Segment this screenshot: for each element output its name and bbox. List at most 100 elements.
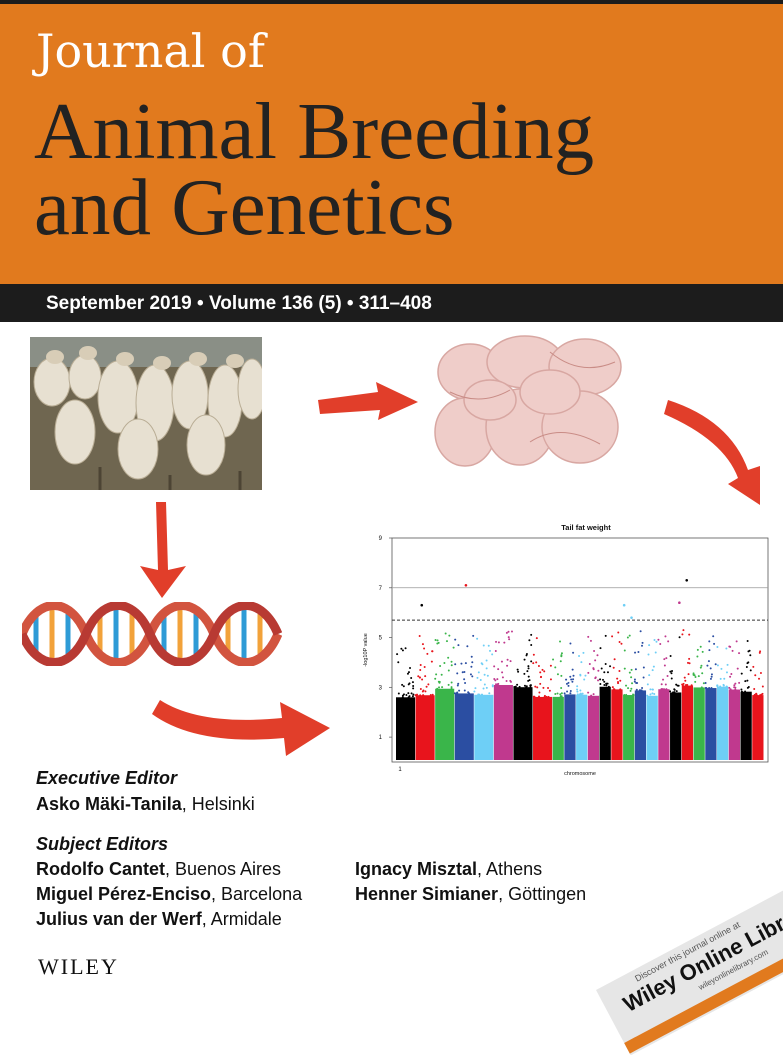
snp-point (716, 645, 719, 648)
snp-point (407, 692, 410, 695)
snp-point (626, 636, 629, 639)
snp-point (616, 677, 619, 680)
snp-point (635, 688, 638, 691)
wiley-online-library-banner[interactable]: Discover this journal online at Wiley On… (596, 858, 783, 1055)
chromosome-band (752, 695, 764, 760)
snp-point (696, 655, 699, 658)
snp-point (460, 662, 463, 665)
snp-point (527, 667, 530, 670)
snp-point (709, 677, 712, 680)
y-axis-ticks: 1 3 5 7 9 (379, 536, 392, 741)
snp-point (611, 686, 614, 689)
snp-point (646, 694, 649, 697)
executive-editor: Asko Mäki-Tanila, Helsinki (36, 794, 255, 815)
snp-point (471, 661, 474, 664)
snp-point (536, 686, 539, 689)
snp-point (530, 633, 533, 636)
snp-point (523, 658, 526, 661)
snp-point (572, 651, 575, 654)
snp-point (450, 686, 453, 689)
y-tick-label: 5 (379, 636, 383, 642)
snp-point (599, 678, 602, 681)
snp-point (488, 649, 491, 652)
snp-point (529, 685, 532, 688)
snp-point (749, 669, 752, 672)
arrow-curve-right-icon (152, 700, 330, 756)
snp-point (641, 641, 644, 644)
snp-point (461, 671, 464, 674)
snp-point (736, 667, 739, 670)
snp-point (683, 676, 686, 679)
snp-point (526, 670, 529, 673)
snp-point (496, 678, 499, 681)
snp-point (723, 677, 726, 680)
snp-point (569, 690, 572, 693)
snp-point (579, 674, 582, 677)
editor-name: Julius van der Werf (36, 909, 202, 929)
snp-point (576, 693, 579, 696)
snp-point (447, 683, 450, 686)
snp-point (592, 667, 595, 670)
snp-point (720, 667, 723, 670)
snp-point (653, 692, 656, 695)
chromosome-band (599, 686, 611, 760)
snp-point (419, 669, 422, 672)
snp-point (539, 676, 542, 679)
snp-point (583, 678, 586, 681)
snp-point (633, 680, 636, 683)
snp-point (623, 667, 626, 670)
snp-peak-point (678, 601, 681, 605)
snp-point (450, 660, 453, 663)
snp-point (590, 694, 593, 697)
editor-name: Asko Mäki-Tanila (36, 794, 182, 814)
snp-point (578, 655, 581, 658)
snp-point (409, 666, 412, 669)
snp-point (714, 663, 717, 666)
snp-point (474, 687, 477, 690)
snp-point (580, 661, 583, 664)
snp-point (423, 665, 426, 668)
snp-point (623, 694, 626, 697)
snp-point (507, 636, 510, 639)
snp-point (493, 678, 496, 681)
snp-point (587, 671, 590, 674)
snp-point (673, 688, 676, 691)
snp-point (507, 630, 510, 633)
snp-point (510, 630, 513, 633)
top-rule (0, 0, 783, 4)
snp-point (730, 673, 733, 676)
snp-point (456, 672, 459, 675)
snp-points (396, 579, 764, 760)
snp-point (639, 630, 642, 633)
issue-info: September 2019 • Volume 136 (5) • 311–40… (46, 293, 432, 314)
snp-point (681, 633, 684, 636)
snp-point (599, 647, 602, 650)
snp-point (401, 696, 404, 699)
snp-point (437, 641, 440, 644)
snp-point (600, 667, 603, 670)
y-tick-label: 3 (379, 685, 383, 691)
snp-point (560, 686, 563, 689)
snp-point (704, 687, 707, 690)
snp-point (464, 662, 467, 665)
snp-point (423, 647, 426, 650)
snp-point (588, 663, 591, 666)
snp-point (654, 651, 657, 654)
snp-point (572, 678, 575, 681)
snp-point (733, 686, 736, 689)
snp-point (582, 651, 585, 654)
snp-point (628, 671, 631, 674)
snp-point (681, 683, 684, 686)
snp-point (587, 691, 590, 694)
editor-place: , Armidale (201, 909, 282, 929)
y-tick-label: 1 (379, 735, 383, 741)
snp-point (687, 661, 690, 664)
snp-point (456, 684, 459, 687)
snp-point (642, 666, 645, 669)
snp-point (612, 688, 615, 691)
snp-point (450, 687, 453, 690)
snp-point (417, 675, 420, 678)
snp-point (593, 650, 596, 653)
snp-point (410, 677, 413, 680)
snp-peak-point (685, 579, 689, 582)
